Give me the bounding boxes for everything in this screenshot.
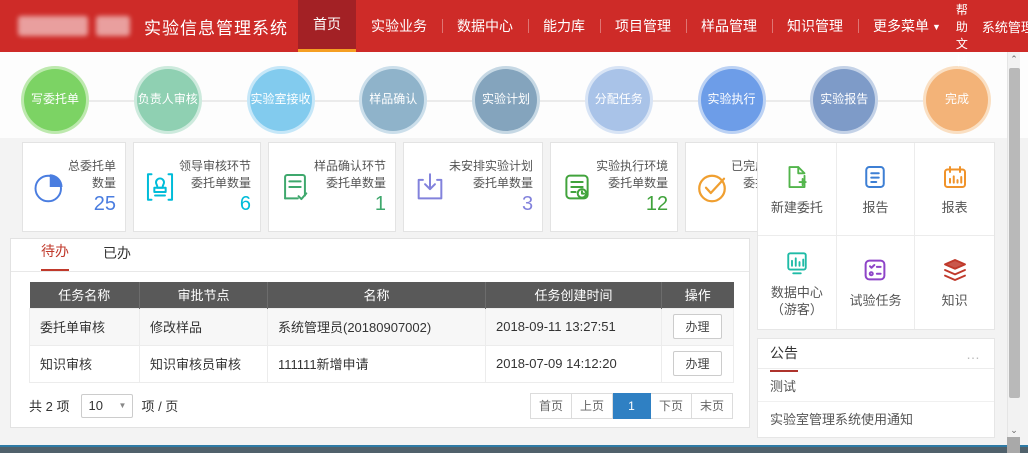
knowledge-icon	[940, 255, 970, 285]
scroll-up-icon[interactable]: ⌃	[1010, 53, 1018, 64]
announcement-item[interactable]: 实验室管理系统使用通知	[770, 412, 914, 427]
tasks-tabs: 待办 已办	[11, 239, 749, 272]
step-complete[interactable]: 完成	[926, 69, 988, 131]
stat-card-leader-review[interactable]: 领导审核环节 委托单数量 6	[133, 142, 262, 232]
col-operation: 操作	[661, 282, 734, 308]
action-report[interactable]: 报告	[836, 143, 916, 236]
nav-item-more-menu[interactable]: 更多菜单 ▼	[858, 0, 956, 52]
logo-redacted-block	[96, 16, 130, 36]
stat-cards-row: 总委托单 数量 25 领导审核环节 委托单数量 6 样品确认环节	[22, 142, 814, 232]
next-page-button[interactable]: 下页	[650, 392, 692, 419]
nav-item-home[interactable]: 首页	[298, 0, 356, 52]
scrollbar-tail	[1007, 437, 1020, 453]
handle-button[interactable]: 办理	[673, 314, 722, 339]
pagination-bar: 共 2 项 10 ▼ 项 / 页 首页 上页 1 下页 末页	[29, 392, 733, 419]
step-experiment-report[interactable]: 实验报告	[813, 69, 876, 131]
bottom-strip	[0, 447, 1028, 453]
step-experiment-exec[interactable]: 实验执行	[700, 69, 763, 131]
announcements-panel: 公告 … 测试 实验室管理系统使用通知	[757, 338, 995, 438]
action-statistics[interactable]: 报表	[915, 143, 994, 236]
stat-value: 6	[239, 192, 252, 215]
total-count-label: 共 2 项	[29, 399, 70, 414]
handle-button[interactable]: 办理	[673, 351, 722, 376]
table-row: 委托单审核 修改样品 系统管理员(20180907002) 2018-09-11…	[29, 307, 734, 346]
scroll-down-icon[interactable]: ⌄	[1010, 424, 1018, 435]
nav-item-capability[interactable]: 能力库	[528, 0, 600, 52]
top-nav-bar: 实验信息管理系统 首页 实验业务 数据中心 能力库 项目管理 样品管理 知识管理…	[0, 0, 1028, 68]
nav-item-knowledge-mgmt[interactable]: 知识管理	[772, 0, 858, 52]
stat-card-sample-confirm[interactable]: 样品确认环节 委托单数量 1	[268, 142, 397, 232]
chart-icon	[940, 162, 970, 192]
pie-chart-icon	[30, 169, 68, 205]
new-doc-icon	[782, 162, 812, 192]
vertical-scrollbar[interactable]: ⌃ ⌄	[1007, 52, 1020, 437]
first-page-button[interactable]: 首页	[529, 392, 572, 419]
stamp-icon	[141, 170, 179, 204]
stat-value: 25	[93, 192, 117, 215]
prev-page-button[interactable]: 上页	[571, 392, 613, 419]
more-options-icon[interactable]: …	[966, 345, 982, 362]
table-row: 知识审核 知识审核员审核 111111新增申请 2018-07-09 14:12…	[29, 344, 734, 383]
col-created-time: 任务创建时间	[485, 282, 662, 308]
col-name: 名称	[267, 282, 486, 308]
inbox-arrow-icon	[411, 170, 449, 204]
step-sample-confirm[interactable]: 样品确认	[362, 69, 425, 131]
table-header-row: 任务名称 审批节点 名称 任务创建时间 操作	[29, 282, 734, 308]
step-write-order[interactable]: 写委托单	[24, 69, 86, 131]
page-size-select[interactable]: 10 ▼	[81, 393, 134, 418]
step-leader-review[interactable]: 负责人审核	[136, 69, 199, 131]
check-circle-icon	[693, 169, 731, 205]
col-approval-node: 审批节点	[139, 282, 268, 308]
tab-todo[interactable]: 待办	[41, 241, 69, 271]
step-assign-task[interactable]: 分配任务	[587, 69, 650, 131]
action-knowledge[interactable]: 知识	[915, 236, 994, 329]
tasks-panel: 待办 已办 任务名称 审批节点 名称 任务创建时间 操作 委托单审核 修改样品 …	[10, 238, 750, 428]
last-page-button[interactable]: 末页	[691, 392, 733, 419]
stat-value: 3	[521, 192, 534, 215]
app-logo	[18, 0, 130, 52]
quick-actions-grid: 新建委托 报告 报表 数据中心（游客）	[757, 142, 995, 330]
action-new-order[interactable]: 新建委托	[758, 143, 837, 236]
help-docs-button[interactable]: ? 帮助文档	[955, 2, 968, 68]
action-test-tasks[interactable]: 试验任务	[836, 236, 916, 329]
scrollbar-thumb[interactable]	[1009, 68, 1020, 398]
stat-value: 1	[374, 192, 387, 215]
stat-card-unplanned[interactable]: 未安排实验计划 委托单数量 3	[403, 142, 544, 232]
step-lab-receive[interactable]: 实验室接收	[249, 69, 312, 131]
col-task-name: 任务名称	[29, 282, 140, 308]
data-center-icon	[782, 247, 812, 277]
current-user-menu[interactable]: 系统管理员	[981, 19, 1028, 35]
task-list-icon	[860, 255, 890, 285]
bottom-divider	[0, 445, 1028, 447]
nav-item-project-mgmt[interactable]: 项目管理	[600, 0, 686, 52]
nav-item-data-center[interactable]: 数据中心	[442, 0, 528, 52]
main-nav: 首页 实验业务 数据中心 能力库 项目管理 样品管理 知识管理 更多菜单 ▼	[298, 0, 956, 52]
current-page-button[interactable]: 1	[612, 392, 651, 419]
tab-done[interactable]: 已办	[103, 245, 131, 261]
workflow-stepper: 写委托单 负责人审核 实验室接收 样品确认 实验计划 分配任务 实验执行 实验报…	[0, 52, 1028, 138]
announcement-item[interactable]: 测试	[758, 369, 994, 402]
doc-check-icon	[276, 170, 314, 204]
nav-item-sample-mgmt[interactable]: 样品管理	[686, 0, 772, 52]
step-experiment-plan[interactable]: 实验计划	[475, 69, 537, 131]
stat-value: 12	[645, 192, 669, 215]
chevron-down-icon: ▼	[932, 22, 941, 32]
logo-redacted-block	[18, 16, 88, 36]
task-table: 任务名称 审批节点 名称 任务创建时间 操作 委托单审核 修改样品 系统管理员(…	[29, 282, 734, 383]
chevron-down-icon: ▼	[118, 401, 127, 410]
nav-item-experiment-business[interactable]: 实验业务	[371, 18, 427, 34]
app-title: 实验信息管理系统	[144, 18, 288, 38]
stat-card-executing[interactable]: 实验执行环境 委托单数量 12	[550, 142, 679, 232]
stat-card-total-orders[interactable]: 总委托单 数量 25	[22, 142, 127, 232]
action-data-center-guest[interactable]: 数据中心（游客）	[758, 236, 837, 329]
report-icon	[860, 162, 890, 192]
announcements-title: 公告	[770, 343, 798, 372]
per-page-label: 项 / 页	[141, 399, 179, 414]
doc-clock-icon	[558, 170, 596, 204]
